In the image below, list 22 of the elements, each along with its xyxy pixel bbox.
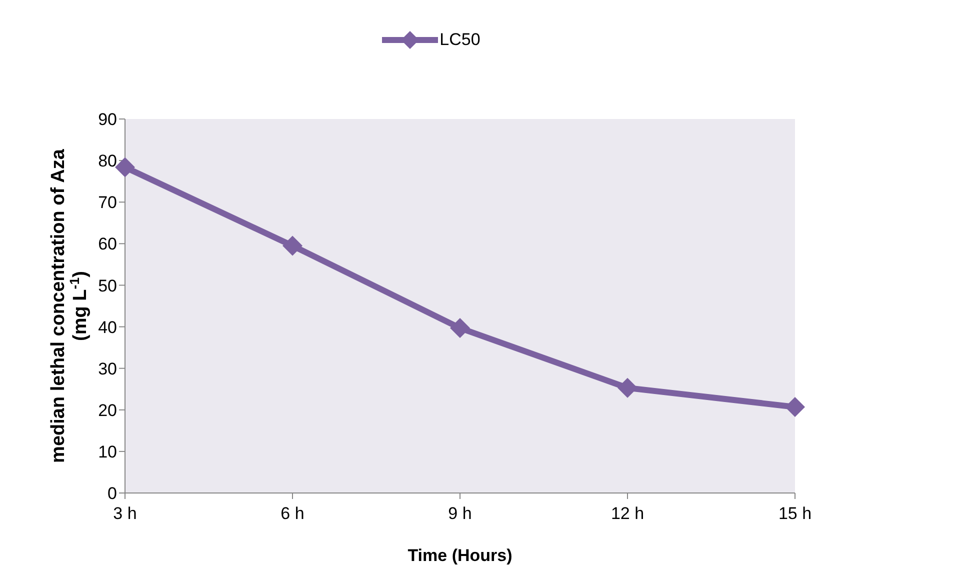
x-axis-title: Time (Hours) xyxy=(408,546,512,565)
y-tick-label: 80 xyxy=(98,152,117,171)
x-tick-label: 6 h xyxy=(280,504,304,524)
point xyxy=(115,157,135,178)
point xyxy=(618,378,638,398)
y-tick-label: 0 xyxy=(108,484,117,504)
y-tick-label: 90 xyxy=(98,110,117,130)
x-tick-label: 12 h xyxy=(610,504,644,524)
x-tick-label: 3 h xyxy=(113,504,137,524)
y-tick-label: 30 xyxy=(98,359,117,378)
point xyxy=(785,396,805,417)
y-tick-label: 40 xyxy=(98,318,117,337)
y-tick-label: 70 xyxy=(98,193,117,212)
y-tick-label: 20 xyxy=(98,400,117,420)
x-tick-label: 15 h xyxy=(778,504,812,524)
point xyxy=(450,318,470,338)
x-tick-label: 9 h xyxy=(448,504,472,524)
y-tick-label: 10 xyxy=(98,442,117,462)
point xyxy=(282,236,302,256)
y-tick-label: 50 xyxy=(98,276,117,296)
legend-label: LC50 xyxy=(440,30,480,50)
y-tick-label: 60 xyxy=(98,234,117,254)
